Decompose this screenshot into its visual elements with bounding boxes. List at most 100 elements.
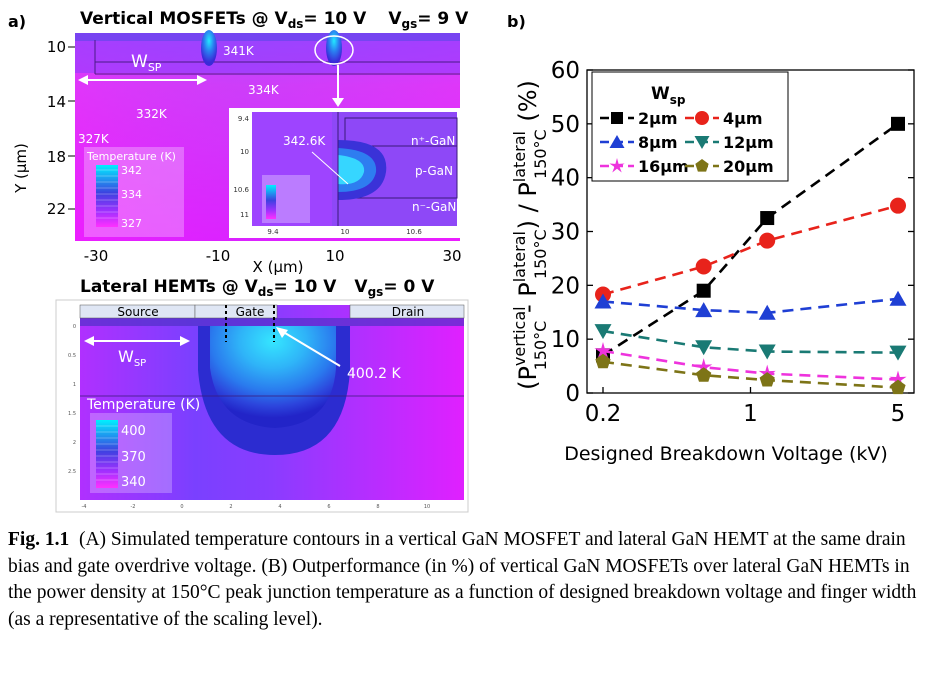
x-tick-label: 1 xyxy=(743,401,758,427)
legend-marker xyxy=(609,158,625,173)
series-12μm xyxy=(594,324,907,361)
data-point xyxy=(594,324,612,340)
x-tick: -10 xyxy=(206,247,231,265)
legend-marker xyxy=(609,135,625,148)
series-line xyxy=(602,297,899,315)
data-point xyxy=(758,344,776,360)
temp-label-327: 327K xyxy=(78,132,110,146)
series-line xyxy=(602,360,899,389)
y-tick-label: 20 xyxy=(551,273,580,299)
data-point xyxy=(695,302,713,318)
hemt-x-tick: -2 xyxy=(131,504,136,510)
hemt-x-tick: 2 xyxy=(229,504,232,510)
chart-legend: Wsp 2μm 4μm 8μm 12μm 16μm 20μm xyxy=(591,71,789,182)
series-line xyxy=(602,329,899,354)
inset-y-tick: 10.6 xyxy=(233,186,249,194)
legend-title: Wsp xyxy=(651,84,686,107)
x-tick: -30 xyxy=(84,247,109,265)
legend-label: 8μm xyxy=(638,133,678,152)
inset-layer: p-GaN xyxy=(415,164,453,178)
x-tick-label: 5 xyxy=(891,401,906,427)
temp-label-341: 341K xyxy=(223,44,255,58)
legend-item: 4μm xyxy=(685,109,763,128)
temp-label-334: 334K xyxy=(248,83,280,97)
hot-spot-right xyxy=(326,30,342,66)
hemt-y-tick: 1 xyxy=(73,382,76,388)
hemt-y-tick: 0.5 xyxy=(68,353,76,359)
series-2μm xyxy=(596,116,905,363)
series-4μm xyxy=(595,197,906,303)
hemt-y-tick: 2.5 xyxy=(68,469,76,475)
hemt-drain: Drain xyxy=(392,305,424,319)
data-point xyxy=(695,258,712,275)
data-point xyxy=(696,283,711,298)
data-point xyxy=(758,304,776,320)
series-20μm xyxy=(595,353,906,395)
inset-x-tick: 10 xyxy=(341,228,350,236)
inset-x-tick: 10.6 xyxy=(406,228,422,236)
legend-label: 4μm xyxy=(723,109,763,128)
x-tick: 10 xyxy=(325,247,344,265)
series-line xyxy=(602,204,899,296)
legend-label: 20μm xyxy=(723,157,774,176)
panel-b-label: b) xyxy=(507,12,526,31)
y-tick: 18 xyxy=(47,148,66,166)
chart-y-label: (Pvertical 150°C - Plateral 150°C) / Plate… xyxy=(510,80,550,390)
y-axis-ticks: 0 10 20 30 40 50 60 xyxy=(551,58,914,407)
data-point xyxy=(759,372,775,387)
legend-label: 12μm xyxy=(723,133,774,152)
hemt-y-tick: 1.5 xyxy=(68,411,76,417)
y-tick: 10 xyxy=(47,38,66,56)
y-tick-label: 10 xyxy=(551,327,580,353)
data-point xyxy=(596,348,610,363)
vertical-temp-legend: Temperature (K) 342 334 327 xyxy=(84,147,184,237)
x-axis-label: X (μm) xyxy=(253,258,304,276)
data-point xyxy=(695,340,713,356)
hemt-legend-colorbar xyxy=(96,420,118,488)
legend-item: 20μm xyxy=(685,157,774,176)
legend-item: 12μm xyxy=(685,133,774,152)
inset-zoom: 342.6K n⁺-GaN p-GaN n⁻-GaN 9.4 10 10.6 1… xyxy=(229,108,461,238)
hemt-wsp-label: WSP xyxy=(118,347,146,369)
data-point xyxy=(595,353,611,369)
legend-marker xyxy=(695,159,709,172)
series-layer xyxy=(594,116,907,395)
legend-item: 8μm xyxy=(600,133,678,152)
panel-a-label: a) xyxy=(8,12,26,31)
y-ticks: 10 14 18 22 xyxy=(47,38,66,218)
legend-marker xyxy=(695,111,709,125)
legend-item: 16μm xyxy=(600,157,689,176)
data-point xyxy=(759,232,776,249)
inset-y-tick: 10 xyxy=(240,148,249,156)
hemt-legend-value: 370 xyxy=(121,450,146,465)
y-tick: 14 xyxy=(47,93,66,111)
legend-marker xyxy=(611,112,623,124)
hemt-legend-value: 400 xyxy=(121,424,146,439)
figure-caption: Fig. 1.1 (A) Simulated temperature conto… xyxy=(8,527,923,633)
y-tick-label: 40 xyxy=(551,166,580,192)
data-point xyxy=(890,197,906,214)
hemt-x-tick: 8 xyxy=(376,504,379,510)
y-tick-label: 30 xyxy=(551,220,580,246)
zoom-circle xyxy=(314,35,354,65)
wsp-arrow xyxy=(78,75,207,85)
wsp-label: WSP xyxy=(131,52,162,74)
inset-y-tick: 9.4 xyxy=(238,115,250,123)
series-8μm xyxy=(594,290,907,320)
data-point xyxy=(889,290,907,306)
legend-marker xyxy=(694,136,710,149)
legend-value: 342 xyxy=(121,164,142,177)
series-16μm xyxy=(594,342,907,387)
data-point xyxy=(594,293,612,309)
vertical-title: Vertical MOSFETs @ Vds= 10 V Vgs= 9 V xyxy=(80,9,469,31)
y-tick-label: 0 xyxy=(565,381,580,407)
legend-colorbar xyxy=(96,165,118,227)
hemt-x-tick: 6 xyxy=(327,504,330,510)
hemt-x-tick: -4 xyxy=(82,504,87,510)
series-line xyxy=(602,122,899,357)
x-ticks: -30 -10 10 30 xyxy=(84,247,462,265)
temp-label-332: 332K xyxy=(136,107,168,121)
data-point xyxy=(758,364,776,381)
inset-layer: n⁺-GaN xyxy=(411,134,455,148)
data-point xyxy=(695,358,713,375)
